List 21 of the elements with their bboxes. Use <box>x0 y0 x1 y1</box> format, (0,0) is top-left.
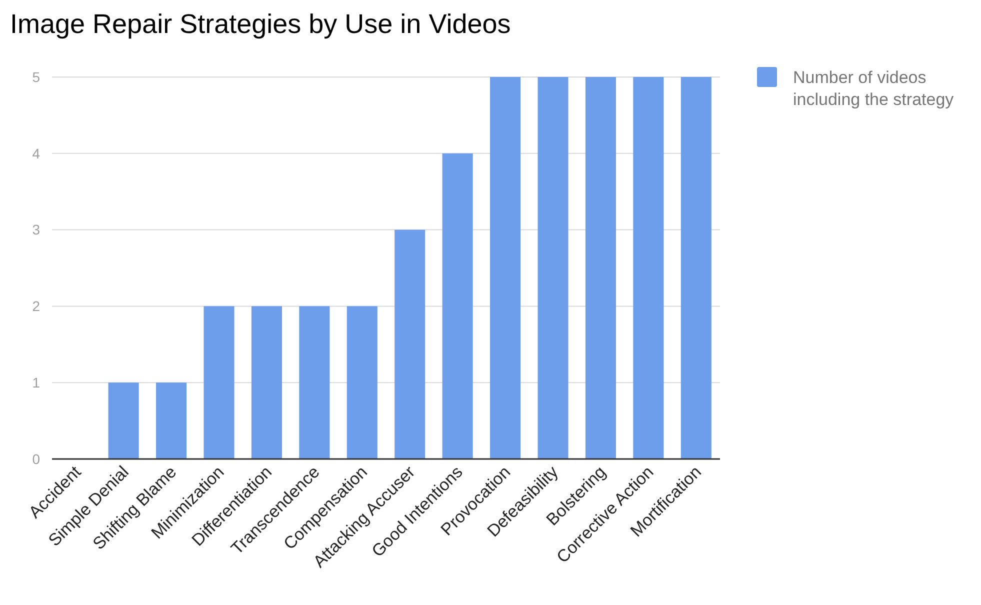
bar <box>346 306 378 459</box>
bar <box>633 77 664 459</box>
y-tick-label: 2 <box>32 298 40 314</box>
bar <box>490 77 521 459</box>
bar <box>251 306 282 459</box>
chart-title: Image Repair Strategies by Use in Videos <box>10 9 511 39</box>
y-tick-label: 4 <box>32 145 40 162</box>
y-tick-label: 0 <box>32 450 40 467</box>
legend-label: Number of videos including the strategy <box>793 68 954 109</box>
bar <box>680 77 712 459</box>
y-tick-label: 1 <box>32 374 40 390</box>
y-tick-label: 3 <box>32 222 40 238</box>
bar <box>156 382 187 459</box>
y-tick-label: 5 <box>32 68 40 85</box>
bar <box>204 306 234 459</box>
bar <box>442 153 473 459</box>
bar <box>299 306 330 459</box>
bar <box>108 382 139 459</box>
bar <box>538 77 568 459</box>
bar <box>585 77 616 459</box>
bar <box>394 230 426 459</box>
